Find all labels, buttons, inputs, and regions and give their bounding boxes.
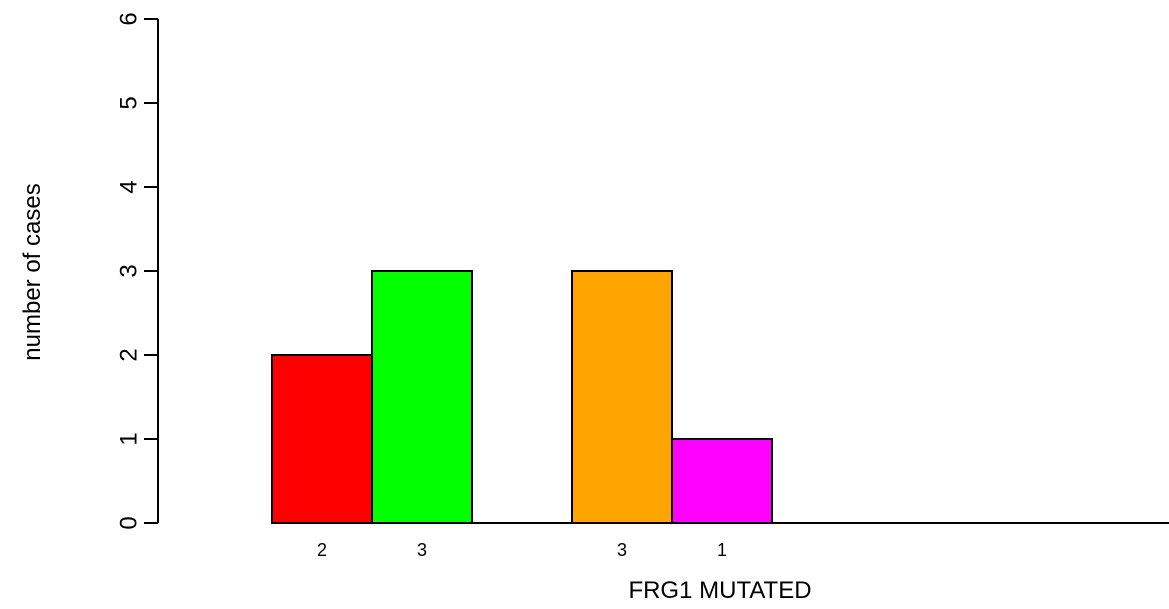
bar-count-label: 3 xyxy=(617,540,627,560)
y-axis: 0 1 2 3 4 5 6 xyxy=(115,12,159,530)
count-labels: 2 3 3 1 xyxy=(317,540,727,560)
bars xyxy=(271,270,773,524)
y-tick-label: 1 xyxy=(115,432,142,445)
bar xyxy=(671,438,773,524)
y-tick-label: 5 xyxy=(115,96,142,109)
bar xyxy=(571,270,673,524)
bar-count-label: 3 xyxy=(417,540,427,560)
bar-count-label: 2 xyxy=(317,540,327,560)
y-tick-label: 3 xyxy=(115,264,142,277)
y-axis-title: number of cases xyxy=(19,183,46,360)
y-tick-label: 0 xyxy=(115,516,142,529)
x-axis-title: FRG1 MUTATED xyxy=(628,577,811,604)
bar-count-label: 1 xyxy=(717,540,727,560)
y-tick-label: 6 xyxy=(115,12,142,25)
y-tick-label: 2 xyxy=(115,348,142,361)
y-tick-label: 4 xyxy=(115,180,142,193)
bar xyxy=(371,270,473,524)
bar xyxy=(271,354,373,524)
